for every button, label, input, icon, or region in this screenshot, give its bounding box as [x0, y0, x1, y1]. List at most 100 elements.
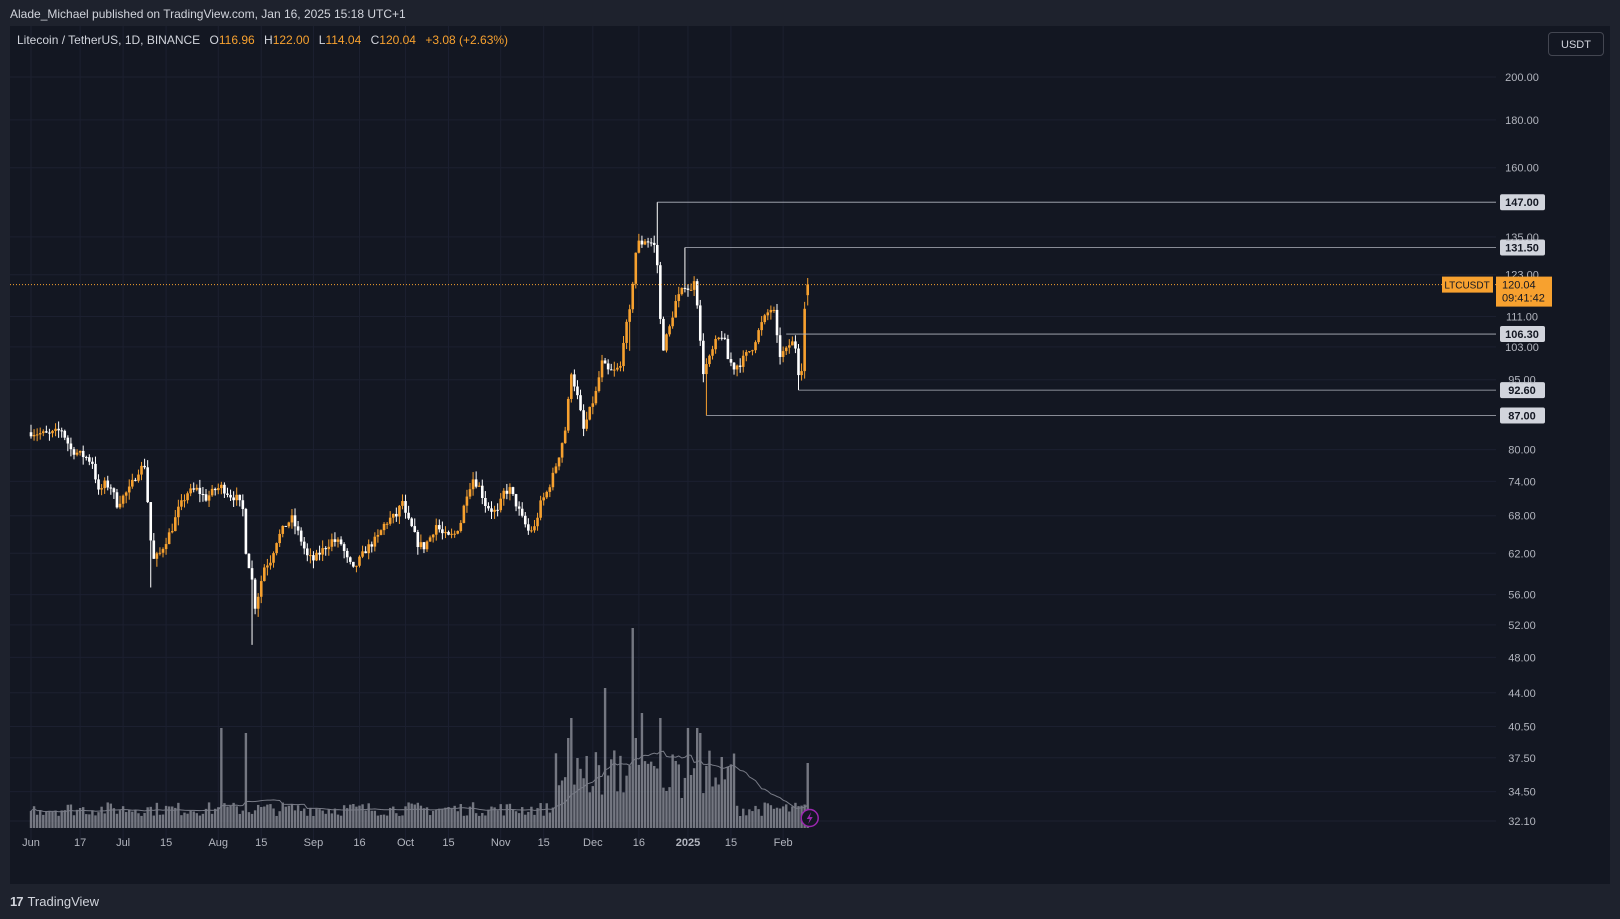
- candle: [447, 530, 450, 536]
- volume-bar: [192, 811, 195, 828]
- volume-bar: [103, 813, 106, 828]
- candle: [72, 446, 76, 460]
- volume-ma-line: [30, 750, 809, 813]
- candle: [434, 518, 438, 541]
- volume-bar: [797, 806, 800, 828]
- candlestick-chart[interactable]: 147.00 131.50 106.30 92.60 87.00 200.00 180.00…: [10, 26, 1610, 884]
- candle-body: [226, 493, 229, 495]
- candle: [278, 529, 281, 547]
- candle: [84, 455, 88, 461]
- candle: [729, 352, 733, 367]
- candle: [75, 449, 79, 457]
- volume-bar: [72, 815, 76, 828]
- candle: [606, 359, 610, 375]
- volume-bar: [438, 808, 441, 828]
- candle: [407, 505, 410, 520]
- candle-body: [293, 515, 297, 527]
- volume-bar: [653, 765, 656, 828]
- symbol-title[interactable]: Litecoin / TetherUS, 1D, BINANCE: [17, 33, 201, 47]
- volume-bar: [511, 809, 515, 828]
- candle-body: [72, 449, 76, 455]
- candle: [69, 437, 73, 457]
- candle: [155, 551, 159, 567]
- candle-body: [551, 472, 555, 488]
- candle-body: [348, 557, 352, 562]
- price-axis[interactable]: 200.00180.00160.00135.00123.00111.00103.…: [1505, 72, 1539, 828]
- candle: [603, 357, 607, 364]
- volume-bar: [530, 806, 533, 828]
- volume-bar: [404, 806, 407, 828]
- candle: [471, 472, 475, 496]
- candle: [760, 316, 763, 336]
- candle: [711, 345, 714, 360]
- candle: [542, 492, 545, 506]
- time-tick-label: Jul: [116, 837, 130, 849]
- price-tick-label: 48.00: [1508, 652, 1536, 664]
- candle: [315, 549, 318, 562]
- candle: [143, 458, 146, 470]
- candle-body: [444, 531, 447, 534]
- volume-bar: [235, 806, 238, 828]
- tradingview-logo[interactable]: 17 TradingView: [10, 894, 99, 909]
- candle: [250, 560, 254, 645]
- candle-body: [81, 450, 85, 458]
- candle-body: [548, 487, 552, 492]
- candle-body: [520, 508, 524, 516]
- volume-bar: [355, 806, 358, 828]
- candle-body: [75, 452, 79, 455]
- candle: [431, 533, 435, 543]
- candle-body: [241, 500, 245, 509]
- candle: [637, 233, 641, 254]
- volume-bar: [788, 811, 791, 828]
- level-tag: 87.00: [1500, 407, 1545, 424]
- volume-bar: [726, 766, 730, 828]
- candle-body: [588, 406, 592, 420]
- candle-body: [253, 579, 257, 609]
- volume-bar: [791, 806, 794, 828]
- volume-bar: [729, 764, 733, 828]
- candle-body: [290, 515, 294, 523]
- candle-body: [54, 428, 57, 431]
- candle-body: [109, 487, 113, 489]
- time-axis[interactable]: Jun 17 Jul 15 Aug 15 Sep 16 Oct 15 Nov 15 Dec 16 2025 1…: [22, 837, 793, 849]
- candle-body: [88, 457, 91, 462]
- tradingview-brand: TradingView: [27, 894, 100, 909]
- candle: [646, 237, 650, 248]
- volume-bar: [514, 811, 518, 828]
- volume-bar: [567, 738, 570, 828]
- candle: [367, 539, 370, 560]
- candle-body: [112, 488, 116, 493]
- candle-body: [530, 530, 533, 532]
- candle: [794, 335, 797, 354]
- candle-body: [468, 489, 472, 497]
- volume-bar: [508, 803, 512, 828]
- time-tick-label: 15: [442, 837, 454, 849]
- candle-body: [57, 428, 60, 431]
- candle-body: [616, 367, 619, 370]
- publish-bar: Alade_Michael published on TradingView.c…: [0, 0, 1620, 26]
- volume-bar: [358, 805, 361, 828]
- lightning-bolt-icon[interactable]: [800, 808, 819, 828]
- candle-body: [103, 480, 106, 489]
- candle: [702, 333, 705, 383]
- candle-body: [410, 518, 413, 527]
- candle: [364, 546, 367, 554]
- volume-bar: [81, 807, 85, 828]
- candle-body: [539, 500, 542, 518]
- volume-bar: [748, 809, 751, 828]
- currency-button[interactable]: USDT: [1548, 32, 1604, 56]
- candle-body: [723, 337, 727, 339]
- candle-body: [643, 241, 647, 245]
- chart-pane[interactable]: 147.00 131.50 106.30 92.60 87.00 200.00 180.00…: [10, 26, 1610, 884]
- candle: [35, 428, 39, 442]
- candle: [775, 303, 779, 343]
- candle-body: [484, 497, 487, 506]
- volume-bar: [171, 806, 174, 828]
- volume-bar: [155, 802, 159, 828]
- candle: [695, 278, 699, 309]
- candle: [754, 340, 757, 354]
- level-tag-label: 87.00: [1508, 411, 1536, 423]
- volume-bar: [207, 802, 211, 828]
- volume-bar: [499, 804, 502, 828]
